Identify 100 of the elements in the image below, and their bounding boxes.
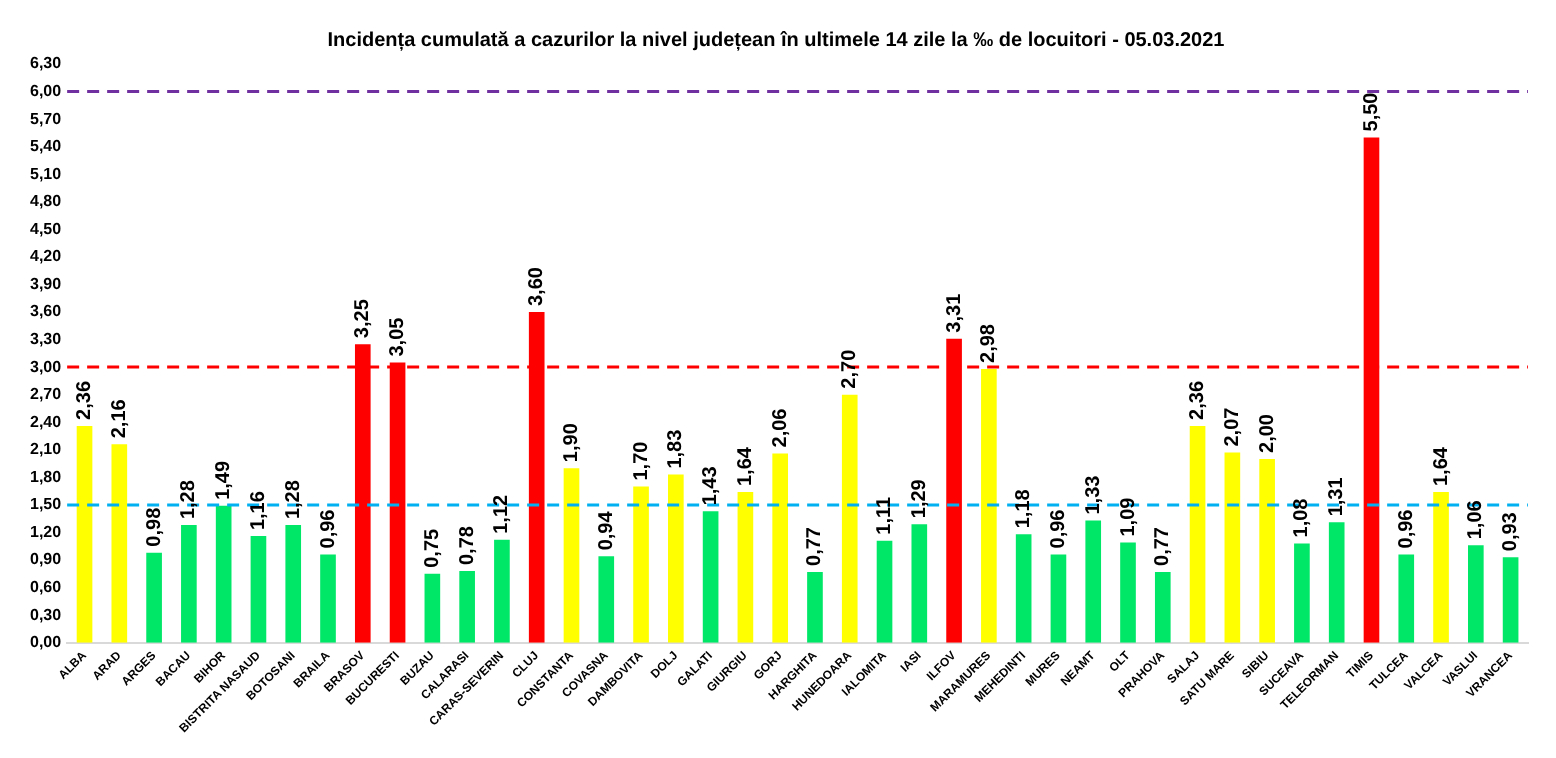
data-label: 0,96	[317, 508, 340, 549]
y-tick-label: 3,30	[29, 329, 63, 348]
y-tick-label: 4,20	[29, 247, 63, 266]
y-tick-label: 6,00	[29, 81, 63, 100]
data-label: 1,18	[1013, 488, 1036, 529]
bar	[215, 505, 232, 643]
data-label: 2,70	[839, 348, 862, 389]
y-tick-label: 1,20	[29, 522, 63, 541]
y-tick-label: 3,90	[29, 274, 63, 293]
bar	[563, 468, 580, 643]
y-tick-label: 0,90	[29, 550, 63, 569]
bar	[1502, 557, 1519, 643]
data-label: 1,90	[560, 422, 583, 463]
y-tick-label: 6,30	[29, 54, 63, 73]
bar	[633, 486, 649, 643]
y-tick-label: 4,50	[29, 219, 63, 238]
data-label: 2,98	[978, 323, 1001, 363]
y-tick-label: 5,10	[29, 164, 63, 183]
y-tick-label: 2,10	[29, 440, 63, 459]
bar	[1328, 522, 1345, 643]
data-label: 0,77	[804, 526, 827, 566]
data-label: 2,36	[74, 380, 97, 420]
data-label: 0,94	[595, 510, 618, 551]
bar	[911, 524, 928, 643]
y-tick-label: 4,80	[29, 192, 63, 211]
data-label: 1,43	[700, 465, 723, 506]
data-label: 3,25	[352, 298, 375, 339]
y-tick-label: 2,40	[29, 412, 63, 431]
bar	[146, 552, 162, 643]
bar	[702, 511, 719, 643]
data-label: 1,16	[247, 490, 270, 531]
chart-title: Incidența cumulată a cazurilor la nivel județean în ultimele 14 zile la ‰ de locuitori - 05.03.2021	[327, 29, 1226, 52]
bar	[250, 536, 267, 643]
bar	[981, 368, 997, 643]
data-label: 1,28	[178, 479, 201, 520]
bar	[1398, 554, 1415, 643]
data-label: 1,11	[874, 496, 897, 535]
bar	[1015, 534, 1032, 643]
data-label: 1,64	[1430, 446, 1453, 487]
data-label: 3,31	[943, 292, 966, 333]
data-label: 1,12	[491, 493, 514, 534]
bar	[1294, 543, 1310, 643]
data-label: 0,98	[143, 506, 166, 547]
bar	[1189, 425, 1206, 643]
bar	[424, 573, 441, 643]
bar	[668, 474, 684, 643]
bar	[459, 571, 475, 643]
data-label: 1,06	[1465, 499, 1488, 540]
data-label: 2,06	[769, 407, 792, 448]
data-label: 2,16	[108, 398, 131, 439]
y-tick-label: 0,30	[29, 605, 63, 624]
bar	[1085, 520, 1102, 643]
bar	[1050, 554, 1067, 643]
y-tick-label: 5,40	[29, 137, 63, 156]
y-tick-label: 2,70	[29, 385, 63, 404]
bar	[76, 425, 93, 643]
bar	[841, 394, 858, 643]
data-label: 0,93	[1500, 511, 1523, 552]
bar	[111, 444, 128, 643]
y-tick-label: 1,50	[29, 495, 63, 514]
bar	[1154, 571, 1171, 643]
bar	[1468, 545, 1484, 643]
data-label: 1,49	[213, 460, 236, 500]
bar	[1433, 492, 1449, 643]
bar	[494, 539, 510, 643]
data-label: 0,96	[1395, 508, 1418, 549]
bar	[598, 556, 615, 643]
y-tick-label: 3,00	[29, 357, 63, 376]
data-label: 1,33	[1082, 474, 1105, 515]
y-tick-label: 5,70	[29, 109, 63, 128]
bar	[772, 453, 789, 643]
data-label: 1,83	[665, 428, 688, 469]
data-label: 1,31	[1326, 476, 1349, 517]
data-label: 3,60	[526, 266, 549, 306]
bar	[285, 525, 302, 643]
data-label: 5,50	[1360, 91, 1383, 132]
y-tick-label: 0,60	[29, 577, 63, 596]
data-label: 1,70	[630, 440, 653, 481]
data-label: 1,08	[1291, 497, 1314, 538]
bar	[320, 554, 336, 643]
bar	[1259, 458, 1275, 643]
data-label: 0,77	[1152, 526, 1175, 566]
y-tick-label: 1,80	[29, 467, 63, 486]
y-tick-label: 3,60	[29, 302, 63, 321]
data-label: 1,64	[734, 446, 757, 487]
bar	[807, 571, 823, 643]
data-label: 0,75	[421, 527, 444, 568]
bar	[876, 540, 893, 643]
data-label: 3,05	[387, 316, 410, 357]
data-label: 0,78	[456, 525, 479, 566]
bar	[1224, 452, 1241, 643]
bar	[1120, 542, 1136, 643]
data-label: 1,29	[908, 478, 931, 519]
data-label: 2,36	[1187, 380, 1210, 420]
bar	[181, 525, 197, 643]
data-label: 2,07	[1221, 406, 1244, 447]
data-label: 2,00	[1256, 413, 1279, 453]
data-label: 1,09	[1117, 496, 1140, 537]
data-label: 1,28	[282, 479, 305, 520]
y-tick-label: 0,00	[29, 633, 63, 652]
